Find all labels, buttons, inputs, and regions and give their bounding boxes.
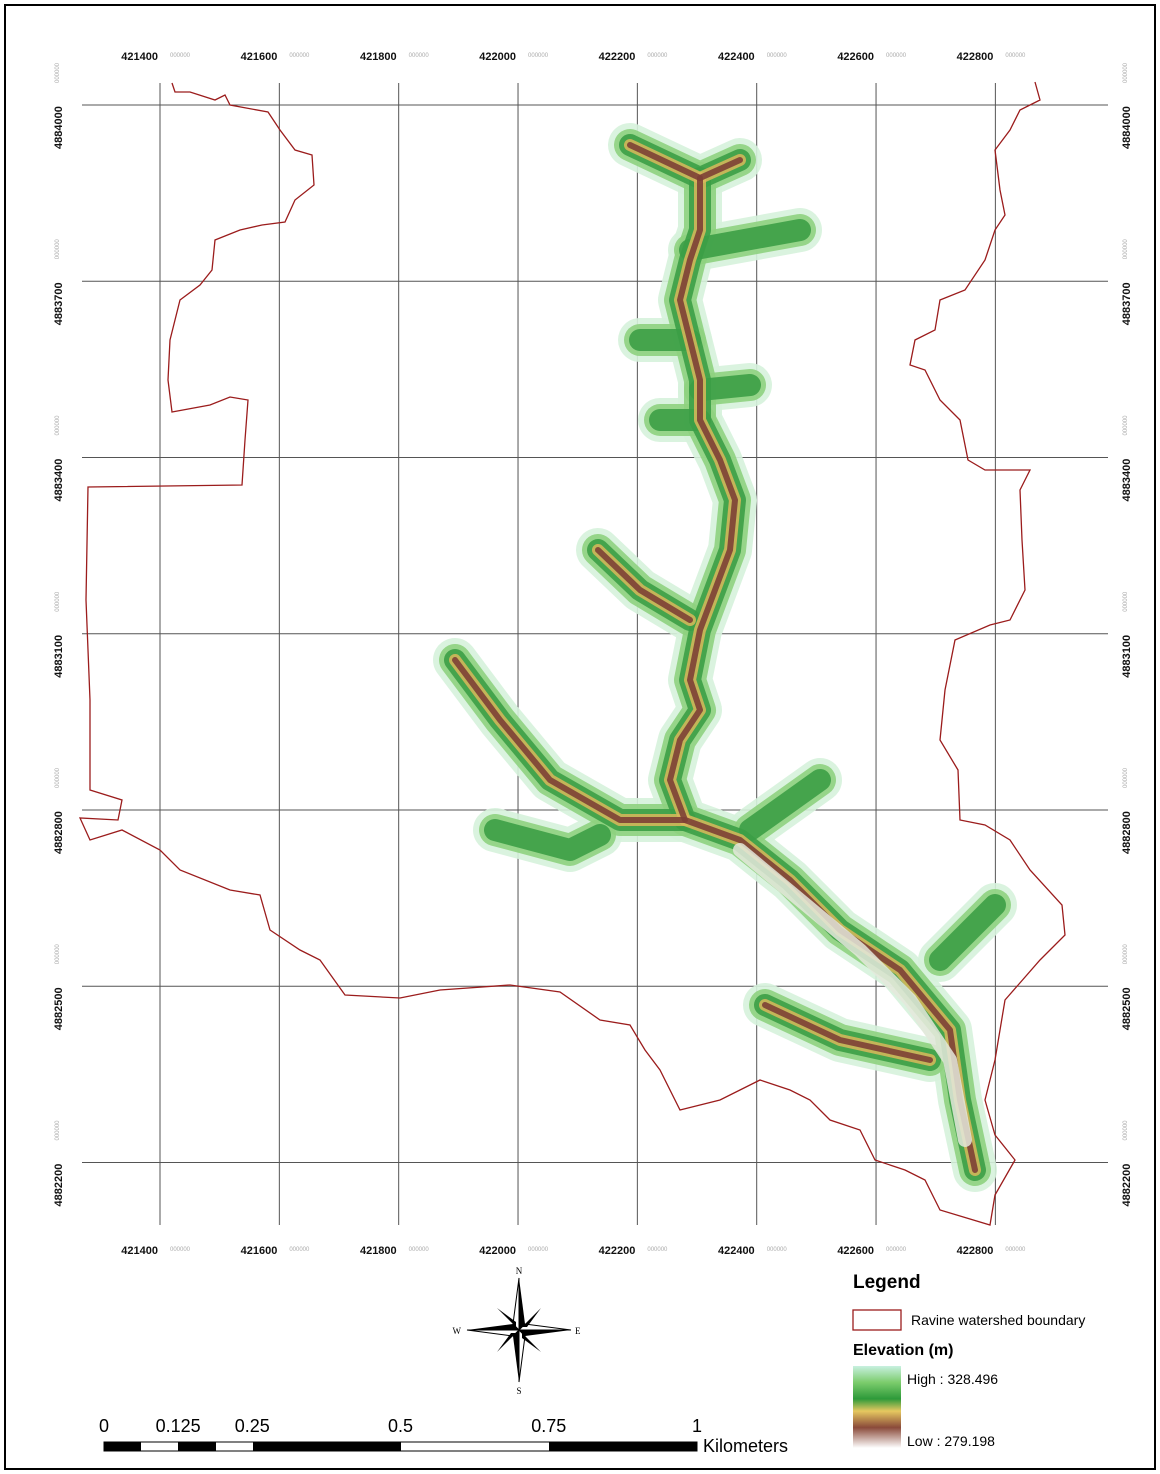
tick-suffix: 000000 [1005, 53, 1026, 59]
north-arrow: N E S W [453, 1266, 582, 1396]
tick-suffix: 000000 [170, 53, 191, 59]
x-tick-label: 422600 [837, 51, 874, 63]
y-tick-label: 4883700 [53, 282, 65, 325]
tick-suffix: 000000 [1123, 591, 1129, 612]
ravine-band [700, 385, 750, 390]
x-tick-label: 422000 [479, 51, 516, 63]
x-tick-label: 422800 [957, 1245, 994, 1257]
scale-labels: 0 0.125 0.25 0.5 0.75 1 [99, 1416, 702, 1436]
compass-e: E [575, 1326, 581, 1336]
compass-w: W [453, 1326, 462, 1336]
tick-suffix: 000000 [647, 53, 668, 59]
tick-suffix: 000000 [1123, 239, 1129, 260]
tick-suffix: 000000 [1123, 1120, 1129, 1141]
tick-suffix: 000000 [1123, 767, 1129, 788]
compass-n: N [516, 1266, 523, 1276]
y-tick-label: 4882200 [53, 1164, 65, 1207]
y-tick-label: 4883100 [53, 635, 65, 678]
tick-suffix: 000000 [170, 1247, 191, 1253]
tick-suffix: 000000 [55, 239, 61, 260]
y-tick-label: 4883700 [1121, 282, 1133, 325]
x-tick-label: 421400 [121, 1245, 158, 1257]
y-tick-label: 4883400 [53, 459, 65, 502]
x-tick-label: 422200 [599, 51, 636, 63]
tick-suffix: 000000 [1123, 62, 1129, 83]
tick-suffix: 000000 [767, 53, 788, 59]
x-tick-label: 422400 [718, 51, 755, 63]
legend-low: Low : 279.198 [907, 1433, 995, 1449]
tick-suffix: 000000 [55, 591, 61, 612]
tick-suffix: 000000 [1123, 944, 1129, 965]
tick-suffix: 000000 [289, 53, 310, 59]
legend-elevation-title: Elevation (m) [853, 1342, 953, 1359]
scale-tick-label: 0.5 [388, 1416, 413, 1436]
elevation-raster [455, 145, 995, 1170]
tick-suffix: 000000 [528, 1247, 549, 1253]
tick-suffix: 000000 [55, 944, 61, 965]
tick-suffix: 000000 [409, 1247, 430, 1253]
x-tick-label: 422800 [957, 51, 994, 63]
y-tick-label: 4883100 [1121, 635, 1133, 678]
x-tick-label: 422600 [837, 1245, 874, 1257]
tick-suffix: 000000 [289, 1247, 310, 1253]
tick-suffix: 000000 [886, 1247, 907, 1253]
x-tick-label: 421800 [360, 1245, 397, 1257]
legend-boundary-swatch [853, 1310, 901, 1330]
map-figure: 421400 000000 421400 000000 421600 000000 4216… [0, 0, 1160, 1474]
x-tick-label: 422400 [718, 1245, 755, 1257]
x-tick-label: 421800 [360, 51, 397, 63]
tick-suffix: 000000 [1123, 415, 1129, 436]
x-tick-label: 422000 [479, 1245, 516, 1257]
tick-suffix: 000000 [886, 53, 907, 59]
scale-tick-label: 0.75 [531, 1416, 566, 1436]
y-tick-label: 4884000 [1121, 106, 1133, 149]
tick-suffix: 000000 [528, 53, 549, 59]
tick-suffix: 000000 [55, 767, 61, 788]
tick-suffix: 000000 [55, 1120, 61, 1141]
scale-tick-label: 0.25 [235, 1416, 270, 1436]
legend-elevation-ramp [853, 1366, 901, 1448]
y-tick-label: 4882800 [53, 811, 65, 854]
scale-tick-label: 0 [99, 1416, 109, 1436]
scale-tick-label: 0.125 [156, 1416, 201, 1436]
tick-suffix: 000000 [55, 62, 61, 83]
tick-suffix: 000000 [55, 415, 61, 436]
x-tick-label: 421400 [121, 51, 158, 63]
tick-suffix: 000000 [409, 53, 430, 59]
scale-tick-label: 1 [692, 1416, 702, 1436]
y-tick-label: 4882500 [1121, 987, 1133, 1030]
y-tick-label: 4884000 [53, 106, 65, 149]
tick-suffix: 000000 [647, 1247, 668, 1253]
x-tick-label: 421600 [241, 1245, 278, 1257]
tick-suffix: 000000 [1005, 1247, 1026, 1253]
legend-boundary: Ravine watershed boundary [911, 1312, 1085, 1328]
legend-title: Legend [853, 1272, 921, 1293]
y-tick-label: 4882800 [1121, 811, 1133, 854]
legend-high: High : 328.496 [907, 1371, 998, 1387]
tick-suffix: 000000 [767, 1247, 788, 1253]
scale-bar [104, 1442, 697, 1451]
y-tick-label: 4882200 [1121, 1164, 1133, 1207]
y-tick-label: 4883400 [1121, 459, 1133, 502]
x-tick-label: 421600 [241, 51, 278, 63]
compass-s: S [516, 1386, 521, 1396]
y-tick-label: 4882500 [53, 987, 65, 1030]
x-tick-label: 422200 [599, 1245, 636, 1257]
scale-unit: Kilometers [703, 1436, 788, 1456]
